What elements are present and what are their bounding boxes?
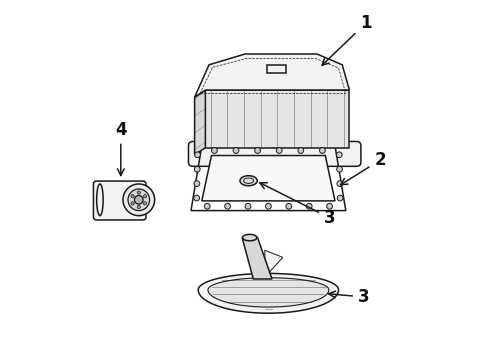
Circle shape (327, 203, 333, 209)
Circle shape (195, 152, 200, 158)
Circle shape (255, 148, 261, 153)
Circle shape (319, 148, 325, 153)
Circle shape (298, 148, 304, 153)
Polygon shape (198, 274, 339, 313)
Circle shape (134, 195, 143, 204)
Polygon shape (205, 90, 349, 148)
Circle shape (194, 195, 199, 201)
Circle shape (337, 152, 342, 158)
Circle shape (137, 205, 141, 209)
Circle shape (204, 203, 210, 209)
Circle shape (337, 195, 343, 201)
Circle shape (144, 194, 147, 198)
Polygon shape (265, 250, 283, 277)
Circle shape (195, 166, 200, 172)
Text: 2: 2 (341, 151, 386, 185)
Circle shape (337, 181, 343, 186)
Text: 4: 4 (115, 121, 126, 176)
FancyBboxPatch shape (94, 181, 146, 220)
Circle shape (194, 181, 200, 186)
FancyBboxPatch shape (189, 141, 361, 166)
Text: 3: 3 (260, 183, 336, 227)
Circle shape (233, 148, 239, 153)
Polygon shape (242, 238, 272, 279)
Circle shape (137, 191, 141, 194)
Bar (267, 65, 286, 73)
Text: 1: 1 (322, 14, 371, 65)
Circle shape (266, 203, 271, 209)
Ellipse shape (243, 234, 257, 241)
Polygon shape (208, 278, 329, 307)
Circle shape (337, 166, 343, 172)
Polygon shape (202, 156, 335, 201)
Circle shape (286, 203, 292, 209)
Circle shape (131, 194, 134, 198)
Circle shape (144, 202, 147, 205)
Circle shape (128, 189, 149, 211)
Circle shape (212, 148, 217, 153)
Ellipse shape (97, 184, 103, 216)
Circle shape (225, 203, 230, 209)
Circle shape (123, 184, 155, 216)
Circle shape (276, 148, 282, 153)
Circle shape (306, 203, 312, 209)
Circle shape (245, 203, 251, 209)
Polygon shape (195, 54, 349, 97)
Text: 3: 3 (329, 288, 369, 306)
Polygon shape (195, 90, 205, 155)
Ellipse shape (240, 176, 257, 186)
Circle shape (131, 202, 134, 205)
